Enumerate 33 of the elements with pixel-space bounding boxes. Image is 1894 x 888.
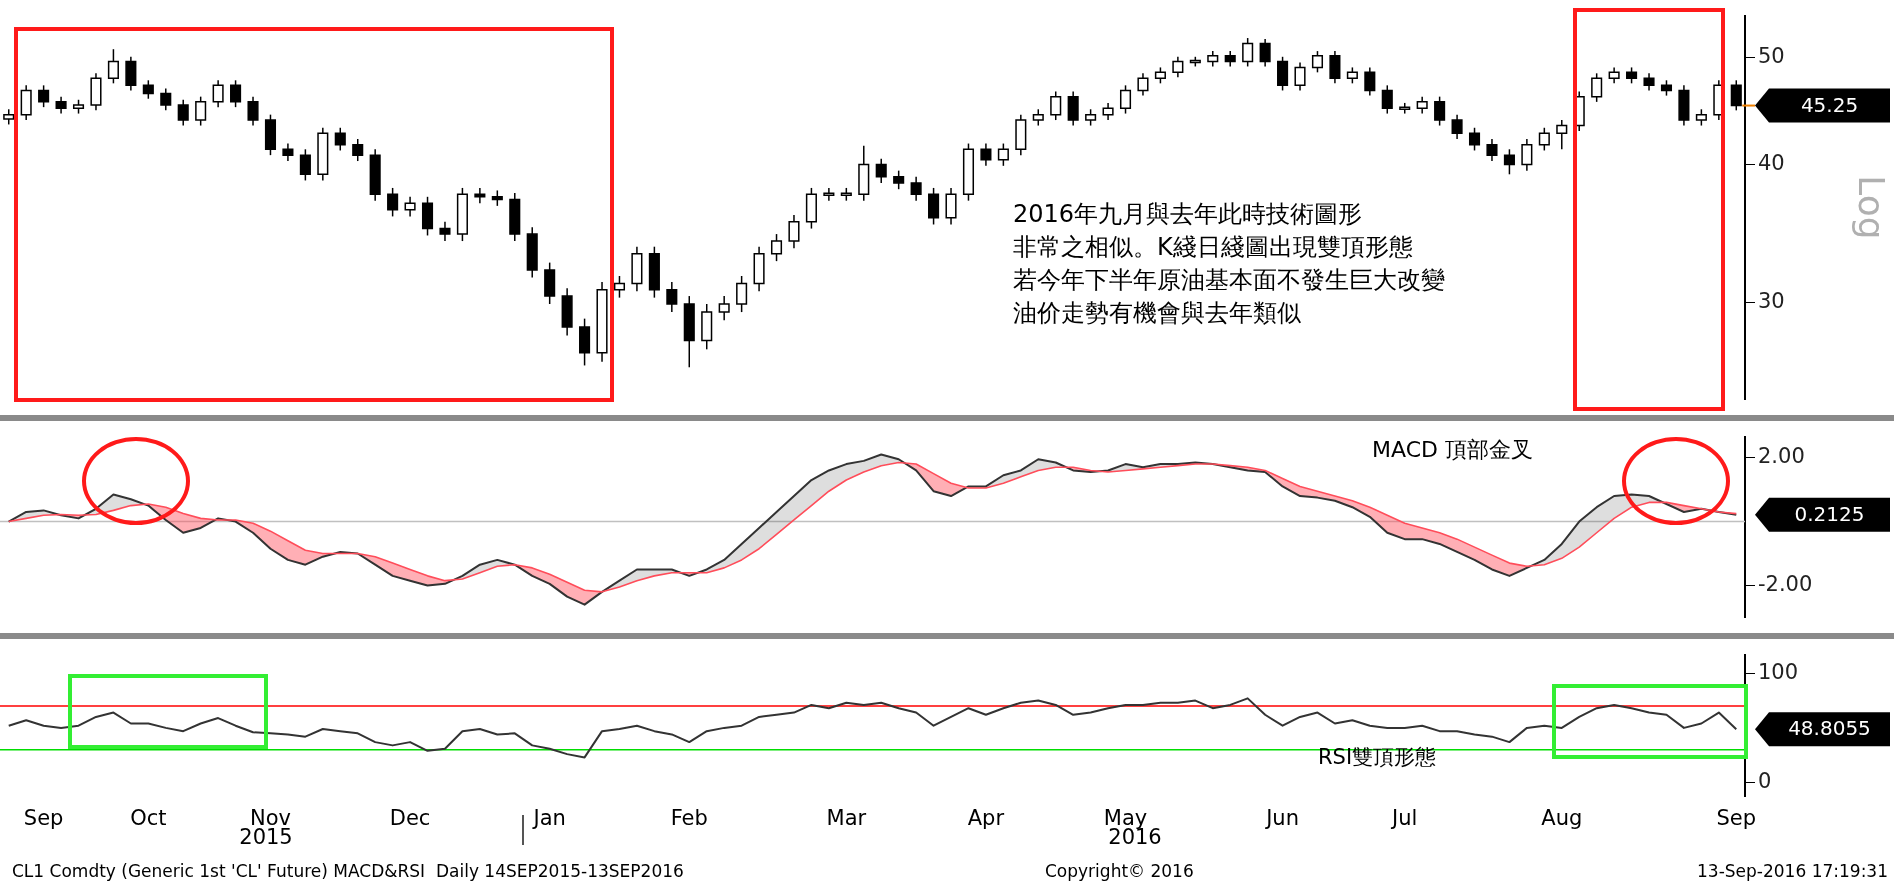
x-tick-label: May xyxy=(1103,805,1148,830)
x-tick-label: Sep xyxy=(23,805,64,830)
y-tick-label: 100 xyxy=(1758,659,1799,684)
text: 48.8055 xyxy=(1788,716,1871,741)
x-tick-label: Apr xyxy=(967,805,1005,830)
text: 45.25 xyxy=(1800,92,1859,117)
y-tick-label: 0 xyxy=(1758,769,1772,794)
y-tick-label: 2.00 xyxy=(1758,444,1805,469)
text: Copyright© 2016 xyxy=(1045,861,1194,881)
x-tick-label: Aug xyxy=(1541,805,1583,830)
x-tick-label: Sep xyxy=(1716,805,1757,830)
x-tick-label: Oct xyxy=(130,805,167,830)
text: 13-Sep-2016 17:19:31 xyxy=(1697,861,1888,881)
x-tick-label: Jan xyxy=(531,805,566,830)
annotation: 2016年九月與去年此時技術圖形 xyxy=(1013,199,1363,230)
y-tick-label: 50 xyxy=(1758,44,1785,69)
text: 0.2125 xyxy=(1794,501,1865,526)
x-tick-label: Jul xyxy=(1390,805,1418,830)
text: 2015 xyxy=(239,825,293,849)
annotation: MACD 頂部金叉 xyxy=(1372,436,1533,464)
y-axis-title: Log xyxy=(1851,175,1893,240)
x-tick-label: Jun xyxy=(1264,805,1299,830)
y-tick-label: -2.00 xyxy=(1758,571,1813,596)
annotation: 若今年下半年原油基本面不發生巨大改變 xyxy=(1013,265,1445,296)
x-tick-label: Dec xyxy=(389,805,431,830)
y-tick-label: 30 xyxy=(1758,288,1785,313)
annotation: RSI雙頂形態 xyxy=(1318,744,1437,771)
x-tick-label: Mar xyxy=(826,805,867,830)
annotation: 油价走勢有機會與去年類似 xyxy=(1013,298,1301,329)
y-tick-label: 40 xyxy=(1758,151,1785,176)
x-tick-label: Feb xyxy=(670,805,708,830)
annotation: 非常之相似。K綫日綫圖出現雙頂形態 xyxy=(1013,232,1413,263)
text: CL1 Comdty (Generic 1st 'CL' Future) MACD&RSI Daily 14SEP2015-13SEP2016 xyxy=(12,861,684,881)
